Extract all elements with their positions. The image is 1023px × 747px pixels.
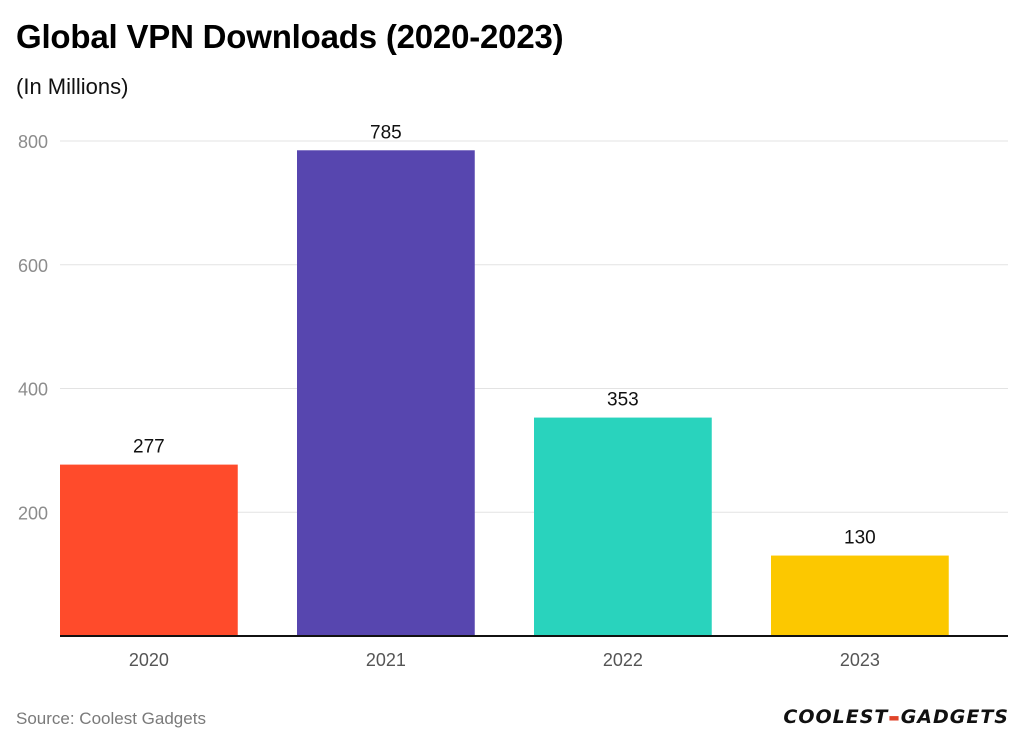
y-tick-label: 400 xyxy=(18,380,48,400)
label-layer: 277 2020 785 2021 353 2022 130 2023 xyxy=(129,122,880,670)
bar-2021[interactable] xyxy=(297,150,475,636)
bar-2022[interactable] xyxy=(534,417,712,636)
logo-right-text: GADGETS xyxy=(900,706,1009,728)
logo-dash-icon: ▬ xyxy=(888,710,901,725)
brand-logo: COOLEST▬GADGETS xyxy=(783,706,1009,728)
bar-2023[interactable] xyxy=(771,555,949,636)
data-label: 353 xyxy=(607,390,639,411)
source-note: Source: Coolest Gadgets xyxy=(16,709,206,728)
logo-left-text: COOLEST xyxy=(783,706,889,728)
x-tick-label: 2020 xyxy=(129,650,169,670)
chart-subtitle: (In Millions) xyxy=(16,74,129,99)
y-tick-label: 800 xyxy=(18,132,48,152)
bar-2020[interactable] xyxy=(60,464,238,636)
y-tick-label: 200 xyxy=(18,503,48,523)
x-tick-label: 2022 xyxy=(603,650,643,670)
y-tick-label: 600 xyxy=(18,256,48,276)
data-label: 785 xyxy=(370,122,402,143)
bar-layer xyxy=(60,150,949,636)
chart-title: Global VPN Downloads (2020-2023) xyxy=(16,18,564,55)
grid-layer: 200 400 600 800 xyxy=(18,132,1008,523)
data-label: 277 xyxy=(133,437,165,458)
data-label: 130 xyxy=(844,528,876,549)
x-tick-label: 2021 xyxy=(366,650,406,670)
x-tick-label: 2023 xyxy=(840,650,880,670)
